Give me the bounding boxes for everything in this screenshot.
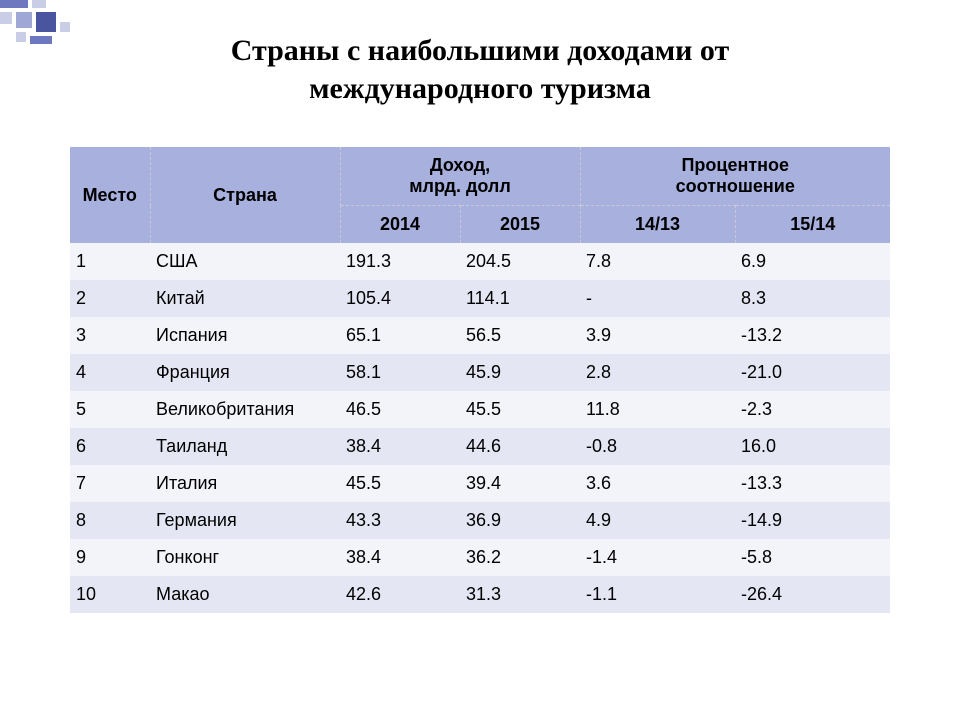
- cell-p1: -1.1: [580, 576, 735, 613]
- col-header-year1: 2014: [340, 206, 460, 244]
- cell-p2: 16.0: [735, 428, 890, 465]
- cell-country: Великобритания: [150, 391, 340, 428]
- cell-p1: 3.6: [580, 465, 735, 502]
- cell-y1: 38.4: [340, 539, 460, 576]
- cell-y1: 38.4: [340, 428, 460, 465]
- col-header-year2: 2015: [460, 206, 580, 244]
- deco-square: [36, 12, 56, 32]
- cell-country: США: [150, 243, 340, 280]
- page-title: Страны с наибольшими доходами от междуна…: [0, 0, 960, 107]
- cell-y2: 44.6: [460, 428, 580, 465]
- cell-country: Испания: [150, 317, 340, 354]
- cell-p1: 11.8: [580, 391, 735, 428]
- cell-rank: 1: [70, 243, 150, 280]
- cell-y2: 45.9: [460, 354, 580, 391]
- deco-square: [0, 0, 28, 8]
- col-header-percent: Процентноесоотношение: [580, 147, 890, 206]
- col-header-p2: 15/14: [735, 206, 890, 244]
- cell-y1: 46.5: [340, 391, 460, 428]
- cell-p1: 3.9: [580, 317, 735, 354]
- col-header-p1: 14/13: [580, 206, 735, 244]
- table-row: 9Гонконг38.436.2-1.4-5.8: [70, 539, 890, 576]
- table-body: 1США191.3204.57.86.92Китай105.4114.1-8.3…: [70, 243, 890, 613]
- deco-square: [16, 32, 26, 42]
- table-header: Место Страна Доход,млрд. долл Процентное…: [70, 147, 890, 243]
- cell-rank: 8: [70, 502, 150, 539]
- cell-rank: 7: [70, 465, 150, 502]
- cell-p2: 8.3: [735, 280, 890, 317]
- deco-square: [30, 36, 52, 44]
- cell-rank: 10: [70, 576, 150, 613]
- cell-country: Гонконг: [150, 539, 340, 576]
- cell-p1: -0.8: [580, 428, 735, 465]
- cell-p2: -14.9: [735, 502, 890, 539]
- table-row: 6Таиланд38.444.6-0.816.0: [70, 428, 890, 465]
- cell-country: Италия: [150, 465, 340, 502]
- cell-p2: -13.3: [735, 465, 890, 502]
- deco-square: [32, 0, 46, 8]
- cell-rank: 6: [70, 428, 150, 465]
- cell-y2: 204.5: [460, 243, 580, 280]
- cell-y1: 191.3: [340, 243, 460, 280]
- cell-y1: 58.1: [340, 354, 460, 391]
- table-row: 5Великобритания46.545.511.8-2.3: [70, 391, 890, 428]
- header-row-main: Место Страна Доход,млрд. долл Процентное…: [70, 147, 890, 206]
- cell-p2: -5.8: [735, 539, 890, 576]
- table-row: 7Италия45.539.43.6-13.3: [70, 465, 890, 502]
- cell-country: Германия: [150, 502, 340, 539]
- cell-y1: 42.6: [340, 576, 460, 613]
- cell-y1: 43.3: [340, 502, 460, 539]
- cell-p1: 4.9: [580, 502, 735, 539]
- col-header-rank: Место: [70, 147, 150, 243]
- cell-y1: 45.5: [340, 465, 460, 502]
- deco-square: [60, 22, 70, 32]
- cell-y1: 65.1: [340, 317, 460, 354]
- cell-y1: 105.4: [340, 280, 460, 317]
- cell-country: Китай: [150, 280, 340, 317]
- cell-country: Таиланд: [150, 428, 340, 465]
- cell-p1: 7.8: [580, 243, 735, 280]
- cell-p2: 6.9: [735, 243, 890, 280]
- cell-y2: 56.5: [460, 317, 580, 354]
- title-line-2: международного туризма: [309, 72, 651, 105]
- table-row: 2Китай105.4114.1-8.3: [70, 280, 890, 317]
- cell-y2: 36.9: [460, 502, 580, 539]
- cell-rank: 3: [70, 317, 150, 354]
- cell-p1: 2.8: [580, 354, 735, 391]
- data-table: Место Страна Доход,млрд. долл Процентное…: [70, 147, 890, 613]
- cell-p1: -1.4: [580, 539, 735, 576]
- cell-p2: -21.0: [735, 354, 890, 391]
- table-row: 4Франция58.145.92.8-21.0: [70, 354, 890, 391]
- cell-p2: -26.4: [735, 576, 890, 613]
- cell-y2: 36.2: [460, 539, 580, 576]
- deco-square: [0, 12, 12, 24]
- col-header-country: Страна: [150, 147, 340, 243]
- cell-rank: 4: [70, 354, 150, 391]
- cell-p1: -: [580, 280, 735, 317]
- cell-rank: 5: [70, 391, 150, 428]
- cell-y2: 31.3: [460, 576, 580, 613]
- cell-y2: 45.5: [460, 391, 580, 428]
- table-row: 8Германия43.336.94.9-14.9: [70, 502, 890, 539]
- cell-y2: 114.1: [460, 280, 580, 317]
- cell-country: Макао: [150, 576, 340, 613]
- deco-square: [16, 12, 32, 28]
- cell-rank: 9: [70, 539, 150, 576]
- cell-rank: 2: [70, 280, 150, 317]
- col-header-income: Доход,млрд. долл: [340, 147, 580, 206]
- corner-decoration: [0, 0, 130, 50]
- title-line-1: Страны с наибольшими доходами от: [231, 34, 730, 67]
- cell-p2: -13.2: [735, 317, 890, 354]
- table-row: 10Макао42.631.3-1.1-26.4: [70, 576, 890, 613]
- table-row: 1США191.3204.57.86.9: [70, 243, 890, 280]
- table-row: 3Испания65.156.53.9-13.2: [70, 317, 890, 354]
- cell-country: Франция: [150, 354, 340, 391]
- tourism-income-table: Место Страна Доход,млрд. долл Процентное…: [70, 147, 890, 613]
- cell-p2: -2.3: [735, 391, 890, 428]
- cell-y2: 39.4: [460, 465, 580, 502]
